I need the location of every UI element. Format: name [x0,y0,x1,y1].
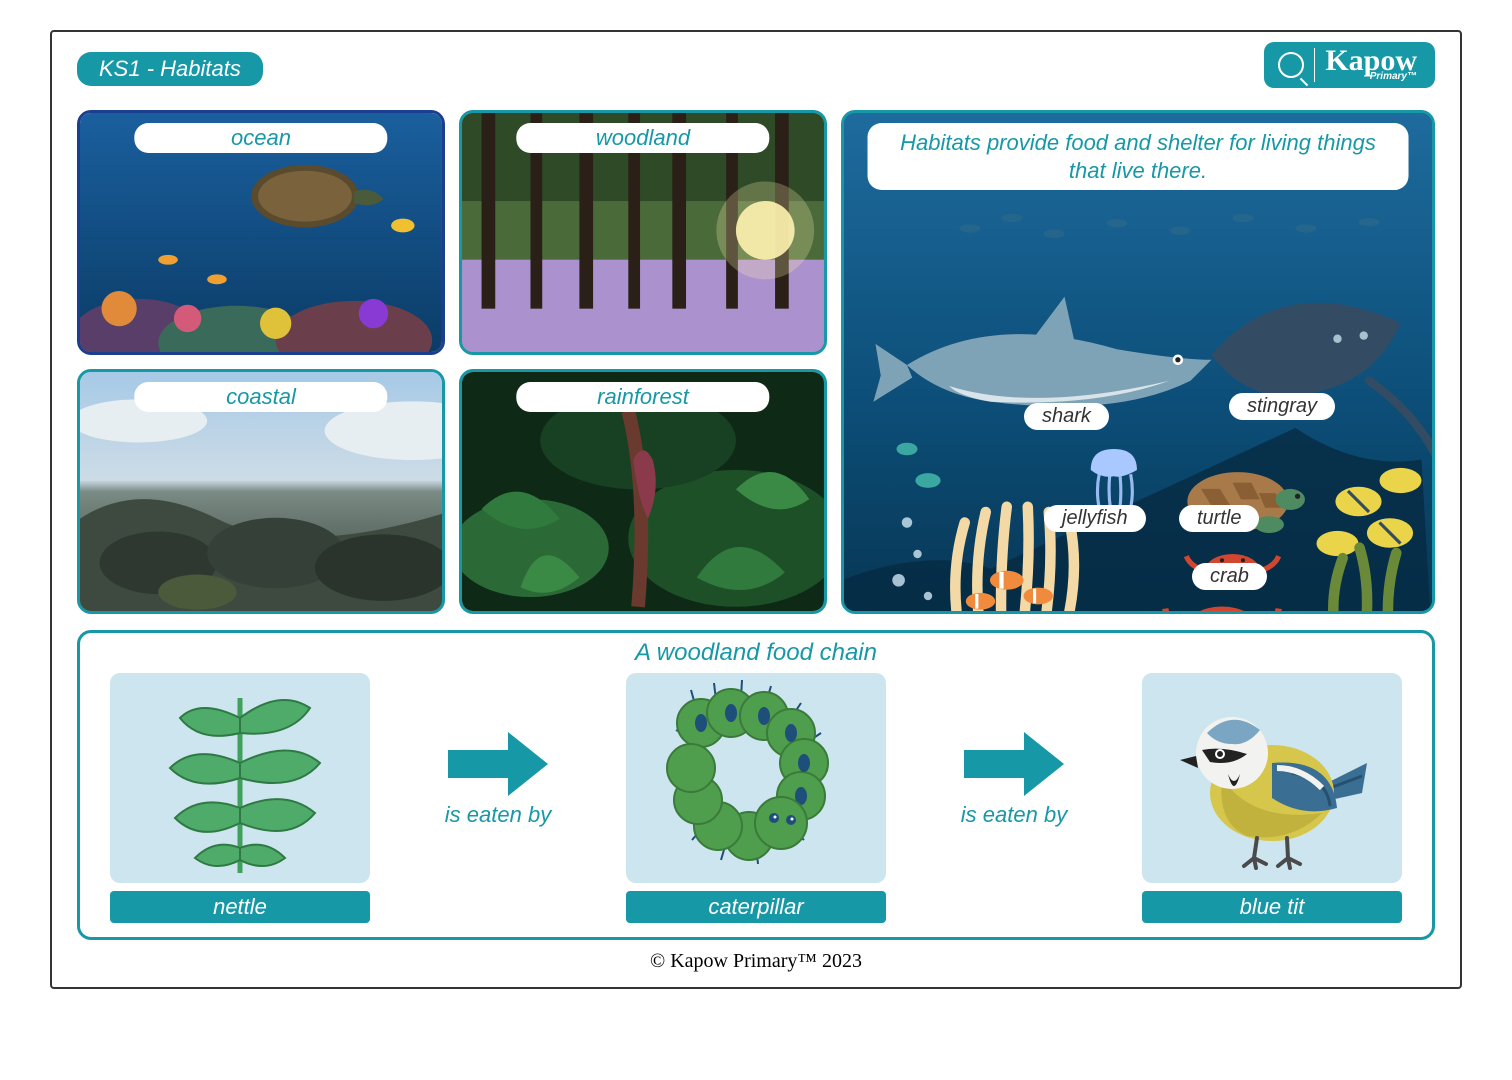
food-chain-row: nettle is eaten by [110,673,1402,923]
food-chain-title: A woodland food chain [110,639,1402,667]
footer-copyright: © Kapow Primary™ 2023 [77,950,1435,977]
habitat-card-coastal: coastal [77,369,445,614]
arrow-text: is eaten by [445,802,551,828]
chain-label: nettle [110,891,370,923]
ocean-scene: Habitats provide food and shelter for li… [841,110,1435,614]
top-row: ocean [77,110,1435,614]
ocean-label-clownfish: clownfish [979,613,1097,614]
arrow-icon [964,732,1064,796]
chain-item-caterpillar: caterpillar [626,673,886,923]
ocean-headline: Habitats provide food and shelter for li… [868,123,1409,190]
habitat-card-ocean: ocean [77,110,445,355]
ocean-label-stingray: stingray [1229,393,1335,420]
habitat-label: ocean [134,123,387,153]
habitat-card-woodland: woodland [459,110,827,355]
breadcrumb: KS1 - Habitats [77,52,263,86]
ocean-label-turtle: turtle [1179,505,1259,532]
food-chain-panel: A woodland food chain [77,630,1435,940]
ocean-label-jellyfish: jellyfish [1044,505,1146,532]
nettle-illustration [110,673,370,883]
chain-item-nettle: nettle [110,673,370,923]
habitat-label: rainforest [516,382,769,412]
brand-name: Kapow Primary™ [1325,49,1417,81]
ocean-label-crab: crab [1192,563,1267,590]
arrow: is eaten by [380,732,616,828]
chain-label: blue tit [1142,891,1402,923]
arrow-icon [448,732,548,796]
habitat-label: coastal [134,382,387,412]
bluetit-illustration [1142,673,1402,883]
arrow-text: is eaten by [961,802,1067,828]
chain-label: caterpillar [626,891,886,923]
page-frame: KS1 - Habitats Kapow Primary™ [50,30,1462,989]
brand-logo: Kapow Primary™ [1264,42,1435,88]
divider [1314,48,1315,82]
ocean-label-shark: shark [1024,403,1109,430]
chain-item-bluetit: blue tit [1142,673,1402,923]
arrow: is eaten by [896,732,1132,828]
habitat-label: woodland [516,123,769,153]
habitat-grid: ocean [77,110,827,614]
habitat-card-rainforest: rainforest [459,369,827,614]
caterpillar-illustration [626,673,886,883]
search-icon [1278,52,1304,78]
